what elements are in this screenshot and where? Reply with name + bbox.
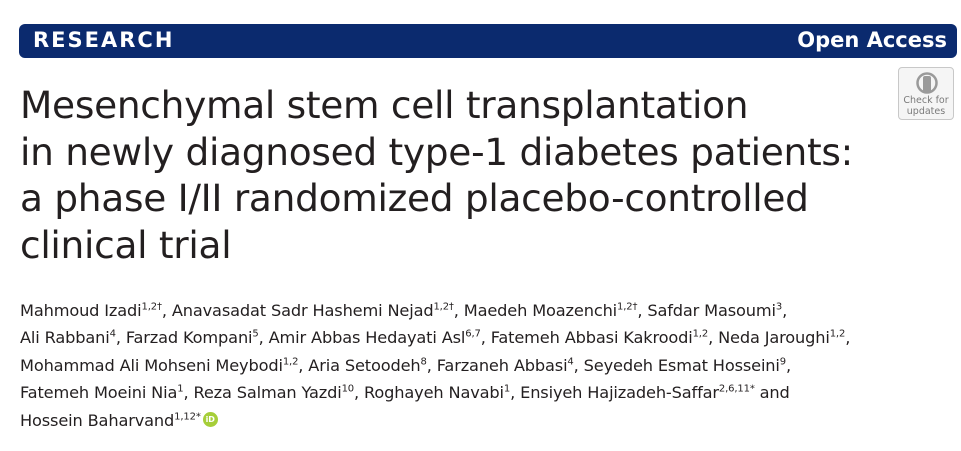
check-for-updates-button[interactable]: Check for updates [898, 67, 954, 120]
author-separator: , [115, 328, 126, 348]
author-affiliation: 2,6,11* [718, 383, 755, 395]
author-name[interactable]: Roghayeh Navabi [364, 383, 504, 403]
author-list: Mahmoud Izadi1,2†, Anavasadat Sadr Hashe… [20, 297, 955, 434]
author-separator: , [161, 301, 172, 320]
title-line: Mesenchymal stem cell transplantation [20, 83, 749, 127]
author-affiliation: 1,12* [174, 411, 201, 423]
author-name[interactable]: Mohammad Ali Mohseni Meybodi [20, 355, 283, 375]
author-name[interactable]: Ensiyeh Hajizadeh-Saffar [520, 383, 719, 403]
author-line: Mahmoud Izadi1,2†, Anavasadat Sadr Hashe… [20, 297, 955, 324]
orcid-icon[interactable]: iD [202, 411, 218, 427]
author-separator: , [183, 383, 194, 403]
author-affiliation: 1,2† [617, 301, 638, 313]
author-line: Hossein Baharvand1,12* iD [20, 407, 955, 434]
author-affiliation: 8 [420, 356, 427, 368]
author-name[interactable]: Farzaneh Abbasi [436, 355, 568, 375]
author-name[interactable]: Aria Setoodeh [308, 355, 421, 375]
author-affiliation: 1 [177, 383, 184, 395]
author-separator: and [754, 383, 790, 403]
article-type-label: RESEARCH [33, 28, 175, 52]
check-for-updates-label-1: Check for [903, 95, 949, 106]
author-name[interactable]: Hossein Baharvand [20, 410, 175, 430]
author-affiliation: 1,2 [282, 356, 299, 368]
article-title: Mesenchymal stem cell transplantation in… [20, 82, 890, 268]
author-line: Fatemeh Moeini Nia1, Reza Salman Yazdi10… [20, 379, 955, 406]
author-separator: , [510, 383, 521, 403]
author-name[interactable]: Ali Rabbani [20, 328, 110, 348]
author-separator: , [708, 328, 719, 348]
author-affiliation: 1,2 [829, 329, 846, 341]
author-affiliation: 4 [109, 329, 116, 341]
author-affiliation: 3 [775, 301, 783, 313]
author-separator: , [426, 355, 437, 375]
author-name[interactable]: Anavasadat Sadr Hashemi Nejad [171, 301, 434, 320]
author-separator: , [782, 301, 788, 320]
author-affiliation: 5 [252, 329, 259, 341]
title-line: in newly diagnosed type-1 diabetes patie… [20, 129, 854, 174]
author-name[interactable]: Maedeh Moazenchi [463, 301, 618, 320]
author-affiliation: 1 [503, 383, 511, 395]
author-name[interactable]: Amir Abbas Hedayati Asl [268, 328, 466, 348]
author-separator: , [480, 328, 491, 348]
author-separator: , [453, 301, 464, 320]
check-for-updates-icon [916, 72, 938, 94]
title-line: clinical trial [20, 222, 232, 267]
author-separator: , [298, 355, 309, 375]
author-name[interactable]: Seyedeh Esmat Hosseini [583, 355, 780, 375]
author-separator: , [785, 355, 791, 375]
author-affiliation: 1,2 [692, 329, 709, 341]
author-affiliation: 6,7 [465, 329, 481, 341]
check-for-updates-label-2: updates [906, 106, 946, 117]
author-affiliation: 1,2† [141, 301, 162, 313]
author-separator: , [637, 301, 648, 320]
author-name[interactable]: Fatemeh Moeini Nia [20, 383, 178, 403]
author-name[interactable]: Neda Jaroughi [718, 328, 830, 348]
title-line: a phase I/II randomized placebo-controll… [20, 176, 809, 220]
author-separator: , [573, 355, 584, 375]
author-name[interactable]: Fatemeh Abbasi Kakroodi [490, 328, 693, 348]
article-type-banner: RESEARCH Open Access [19, 24, 957, 58]
author-affiliation: 1,2† [433, 301, 454, 313]
orcid-label: iD [205, 414, 215, 424]
author-name[interactable]: Farzad Kompani [125, 328, 253, 348]
author-separator: , [845, 328, 851, 348]
author-name[interactable]: Reza Salman Yazdi [193, 383, 342, 403]
open-access-label[interactable]: Open Access [797, 28, 947, 52]
author-separator: , [354, 383, 365, 403]
author-affiliation: 9 [779, 356, 786, 368]
author-affiliation: 4 [567, 356, 574, 368]
author-line: Ali Rabbani4, Farzad Kompani5, Amir Abba… [20, 324, 955, 351]
author-line: Mohammad Ali Mohseni Meybodi1,2, Aria Se… [20, 352, 955, 379]
author-name[interactable]: Mahmoud Izadi [20, 301, 142, 320]
author-affiliation: 10 [341, 383, 355, 395]
author-separator: , [258, 328, 269, 348]
author-name[interactable]: Safdar Masoumi [647, 301, 776, 320]
